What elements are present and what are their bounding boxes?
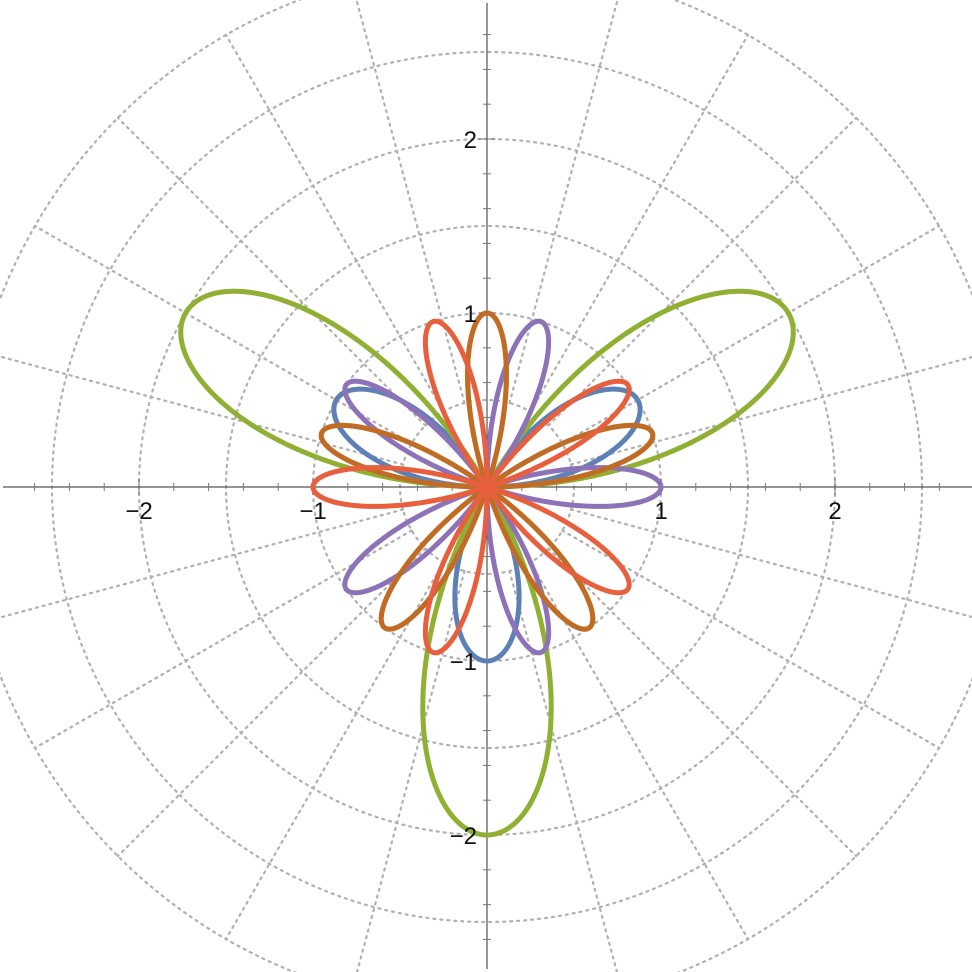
x-tick-label: −1 xyxy=(299,498,326,525)
y-tick-label: −2 xyxy=(450,823,477,850)
tick-labels: −2 −1 1 2 −2 −1 1 2 xyxy=(125,127,841,850)
plot-curves xyxy=(178,288,796,838)
grid-spoke-195 xyxy=(0,508,405,619)
grid-spoke-225 xyxy=(116,547,427,858)
x-tick-label: −2 xyxy=(125,498,152,525)
grid-spoke-45 xyxy=(547,116,858,427)
grid-spoke-345 xyxy=(569,508,972,619)
y-tick-label: −1 xyxy=(450,649,477,676)
grid-spoke-15 xyxy=(569,355,972,466)
series-line-2 xyxy=(342,318,664,656)
y-tick-label: 2 xyxy=(464,127,477,154)
grid-spoke-30 xyxy=(561,224,941,445)
grid-spoke-75 xyxy=(508,0,619,405)
grid-spoke-210 xyxy=(33,529,413,750)
grid-spoke-330 xyxy=(561,529,941,750)
grid-spoke-60 xyxy=(529,33,750,413)
grid-spoke-285 xyxy=(508,569,619,972)
grid-spoke-150 xyxy=(33,224,413,445)
x-tick-label: 1 xyxy=(654,498,667,525)
series-line-5 xyxy=(310,318,632,656)
grid-spoke-135 xyxy=(116,116,427,427)
grid-spoke-105 xyxy=(355,0,466,405)
y-tick-label: 1 xyxy=(464,301,477,328)
grid-spoke-240 xyxy=(224,561,445,941)
grid-spoke-300 xyxy=(529,561,750,941)
grid-spoke-165 xyxy=(0,355,405,466)
grid-spoke-315 xyxy=(547,547,858,858)
grid-spoke-255 xyxy=(355,569,466,972)
grid-spoke-120 xyxy=(224,33,445,413)
x-tick-label: 2 xyxy=(828,498,841,525)
